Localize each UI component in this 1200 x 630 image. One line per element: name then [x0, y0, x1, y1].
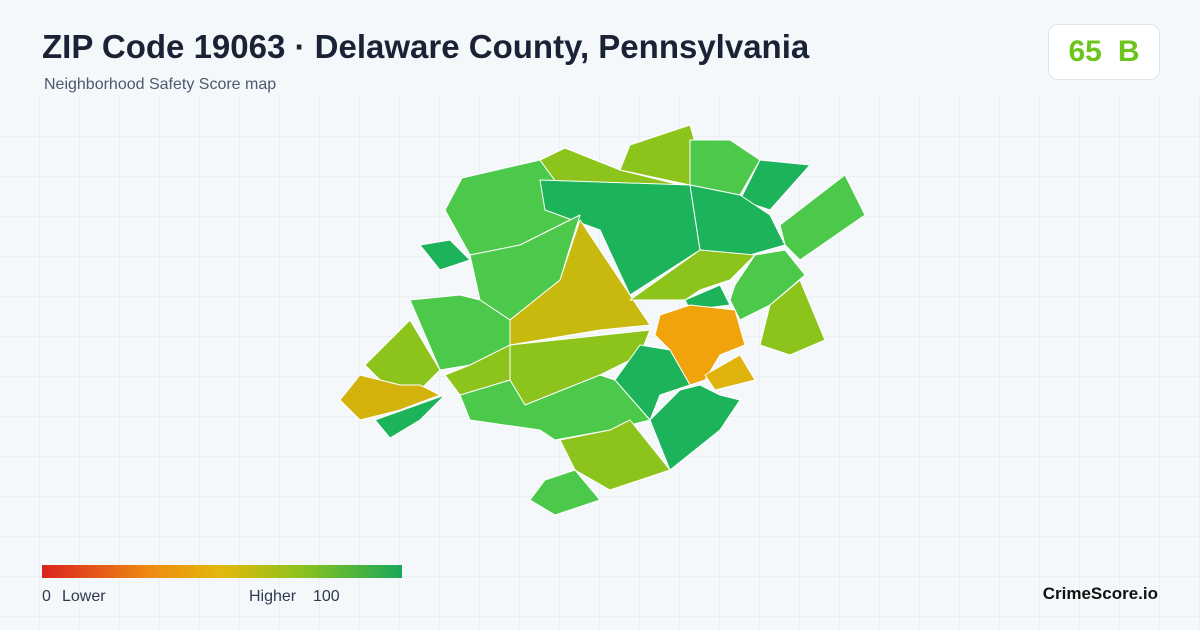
title: ZIP Code 19063 · Delaware County, Pennsy…	[42, 28, 810, 65]
brand: CrimeScore.io	[1042, 584, 1158, 603]
subtitle: Neighborhood Safety Score map	[44, 76, 277, 93]
zip-areas	[339, 124, 866, 516]
legend-min: 0	[42, 588, 51, 605]
legend-max-label: Higher	[249, 588, 297, 605]
legend-max: 100	[313, 588, 340, 605]
legend-gradient	[42, 565, 402, 578]
grade: B	[1117, 35, 1140, 68]
score: 65	[1068, 35, 1102, 68]
score-badge: 65 B	[1048, 24, 1160, 80]
legend-min-label: Lower	[62, 588, 106, 605]
